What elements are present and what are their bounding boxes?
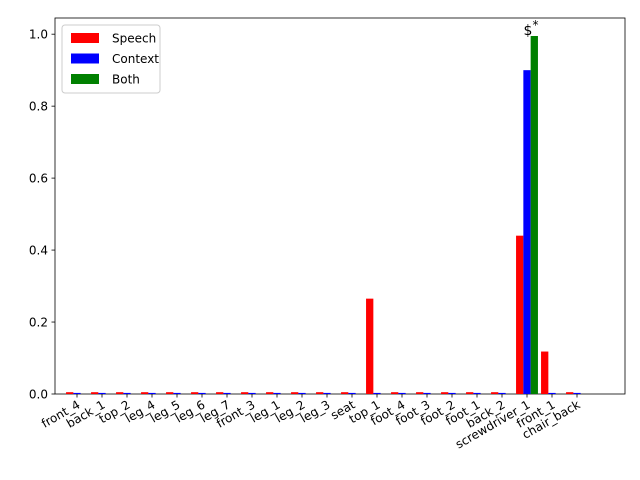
bar-speech-leg_3 — [316, 392, 324, 394]
bar-speech-leg_4 — [141, 392, 149, 394]
bar-context-leg_7 — [223, 392, 231, 394]
bar-context-front_1 — [548, 392, 556, 394]
y-tick-label: 0.4 — [29, 243, 48, 257]
legend-swatch-both — [71, 74, 99, 84]
y-tick-label: 0.8 — [29, 99, 48, 113]
bar-context-chair_back — [573, 392, 581, 394]
y-tick-label: 0.6 — [29, 171, 48, 185]
bar-context-foot_4 — [398, 392, 406, 394]
y-tick-label: 1.0 — [29, 27, 48, 41]
bar-context-front_4 — [73, 392, 81, 394]
bar-speech-leg_6 — [191, 392, 199, 394]
bar-context-leg_6 — [198, 392, 206, 394]
bar-speech-screwdriver_1 — [516, 235, 524, 394]
plot-area — [54, 17, 626, 395]
plot-frame — [54, 17, 626, 395]
bar-context-leg_4 — [148, 392, 156, 394]
bar-context-seat — [348, 392, 356, 394]
bar-context-top_1 — [373, 392, 381, 394]
bar-context-foot_2 — [448, 392, 456, 394]
bar-speech-leg_1 — [266, 392, 274, 394]
legend-label-both: Both — [112, 73, 140, 87]
bar-both-screwdriver_1 — [530, 35, 538, 395]
bar-speech-foot_4 — [391, 392, 399, 394]
bar-context-back_2 — [498, 392, 506, 394]
bar-context-leg_2 — [298, 392, 306, 394]
bar-speech-foot_2 — [441, 392, 449, 394]
legend-label-context: Context — [112, 52, 159, 66]
bar-context-leg_5 — [173, 392, 181, 394]
bar-context-screwdriver_1 — [523, 70, 531, 395]
bar-speech-foot_1 — [466, 392, 474, 394]
bar-speech-leg_2 — [291, 392, 299, 394]
bar-context-foot_3 — [423, 392, 431, 394]
bar-speech-back_1 — [91, 392, 99, 394]
legend-label-speech: Speech — [112, 32, 156, 46]
bar-speech-chair_back — [566, 392, 574, 394]
legend-swatch-speech — [71, 33, 99, 43]
y-axis: 0.0 0.2 0.4 0.6 0.8 1.0 — [29, 27, 55, 401]
bar-context-top_2 — [123, 392, 131, 394]
bars-group — [66, 35, 581, 395]
bar-speech-front_1 — [541, 351, 549, 394]
bar-speech-foot_3 — [416, 392, 424, 394]
bar-speech-seat — [341, 392, 349, 394]
bar-speech-leg_5 — [166, 392, 174, 394]
annotation-superscript: * — [532, 18, 538, 32]
bar-context-front_3 — [248, 392, 256, 394]
legend: Speech Context Both — [61, 24, 161, 94]
bar-context-leg_3 — [323, 392, 331, 394]
bar-speech-back_2 — [491, 392, 499, 394]
y-tick-label: 0.2 — [29, 315, 48, 329]
bar-speech-front_3 — [241, 392, 249, 394]
bar-speech-top_1 — [366, 298, 374, 394]
bar-speech-leg_7 — [216, 392, 224, 394]
y-tick-label: 0.0 — [29, 387, 48, 401]
bar-speech-front_4 — [66, 392, 74, 394]
legend-swatch-context — [71, 53, 99, 64]
bar-context-back_1 — [98, 392, 106, 394]
bar-context-leg_1 — [273, 392, 281, 394]
bar-context-foot_1 — [473, 392, 481, 394]
bar-speech-top_2 — [116, 392, 124, 394]
